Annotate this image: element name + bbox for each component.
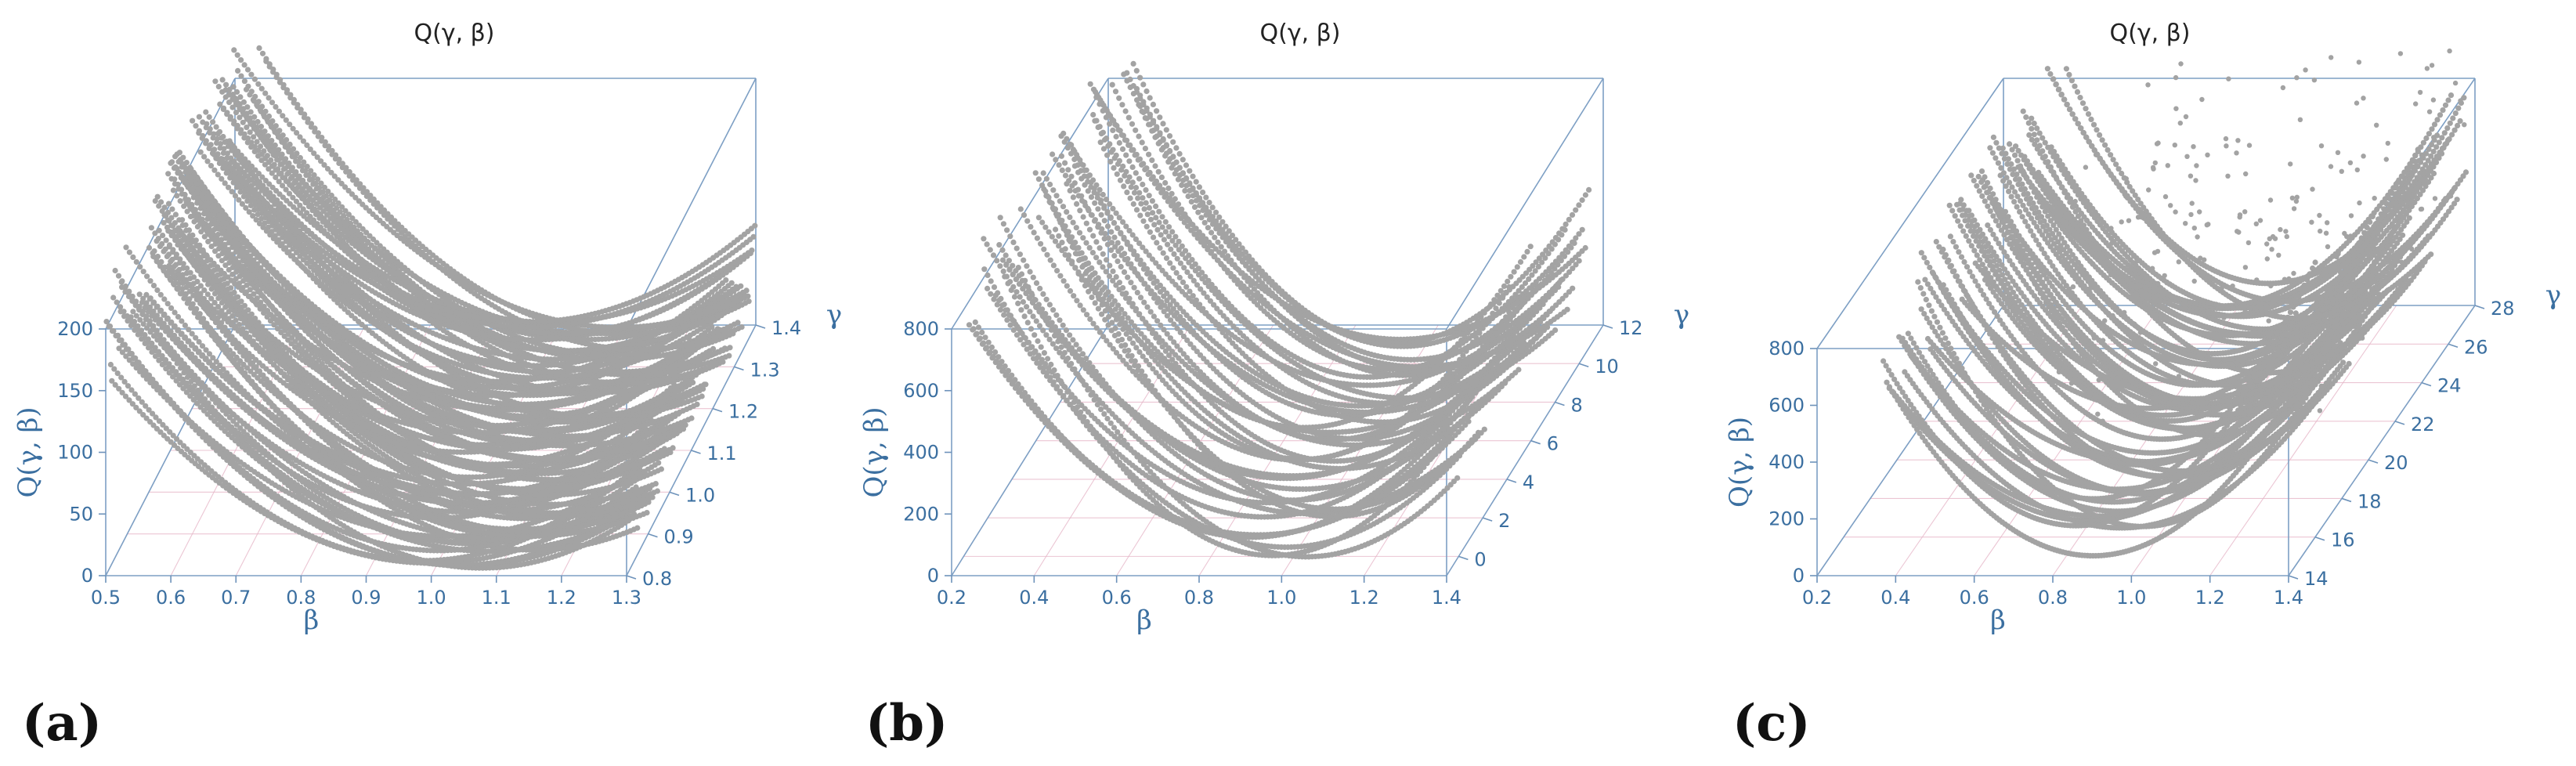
data-point <box>117 309 124 315</box>
data-point <box>188 378 194 385</box>
data-point <box>644 510 650 516</box>
data-point <box>130 254 136 260</box>
data-point <box>144 273 150 280</box>
data-point <box>191 383 197 389</box>
data-point <box>109 328 116 334</box>
data-point <box>137 264 143 270</box>
data-point <box>634 525 641 531</box>
data-point <box>115 273 122 279</box>
data-point <box>135 323 141 329</box>
data-point <box>146 244 153 251</box>
data-point <box>129 298 135 304</box>
data-points <box>103 45 758 571</box>
data-point <box>125 346 132 352</box>
data-point <box>168 277 174 284</box>
data-point <box>103 319 110 325</box>
data-point <box>150 253 157 260</box>
data-point <box>168 305 175 311</box>
data-point <box>128 314 134 320</box>
box-edge <box>626 78 757 330</box>
data-point <box>139 311 146 317</box>
data-point <box>148 225 154 231</box>
data-point <box>140 269 146 275</box>
data-point <box>133 258 139 266</box>
data-point <box>171 281 177 287</box>
data-point <box>176 266 182 273</box>
data-point <box>154 287 161 294</box>
chart-panel-a: 0.5 0.6 0.7 0.8 0.9 1.0 1.1 1.2 1.30.80.91.01.11… <box>13 20 842 753</box>
data-point <box>178 291 184 297</box>
data-point <box>114 299 120 305</box>
data-point <box>106 323 112 330</box>
data-point <box>112 267 118 274</box>
data-point <box>119 278 125 284</box>
data-point <box>161 268 167 274</box>
data-point <box>126 249 132 255</box>
data-point <box>122 289 128 295</box>
data-point <box>121 341 128 348</box>
data-point <box>164 301 171 307</box>
data-point <box>157 291 164 298</box>
data-point <box>670 445 676 451</box>
data-point <box>136 307 143 313</box>
data-point <box>165 201 172 207</box>
data-point <box>138 327 145 334</box>
data-point <box>119 284 125 291</box>
data-point <box>161 296 168 302</box>
data-point <box>164 273 171 279</box>
data-point <box>110 294 117 301</box>
data-point <box>162 246 168 252</box>
data-point <box>154 258 160 265</box>
data-point <box>107 361 114 368</box>
data-point <box>169 256 175 262</box>
data-point <box>175 286 181 292</box>
data-point <box>132 319 138 325</box>
data-point <box>654 488 661 494</box>
data-point <box>125 293 132 300</box>
data-point <box>123 244 129 251</box>
data-point <box>652 481 659 487</box>
data-point <box>115 332 121 338</box>
data-point <box>166 251 172 258</box>
data-point <box>128 351 135 357</box>
data-point <box>150 283 157 289</box>
data-point <box>157 263 164 269</box>
data-point <box>182 294 188 301</box>
data-point <box>118 337 125 343</box>
data-point <box>132 355 139 361</box>
data-point <box>121 313 128 320</box>
data-point <box>658 466 665 472</box>
data-point <box>172 262 179 268</box>
data-point <box>147 278 154 284</box>
data-point <box>132 302 139 309</box>
